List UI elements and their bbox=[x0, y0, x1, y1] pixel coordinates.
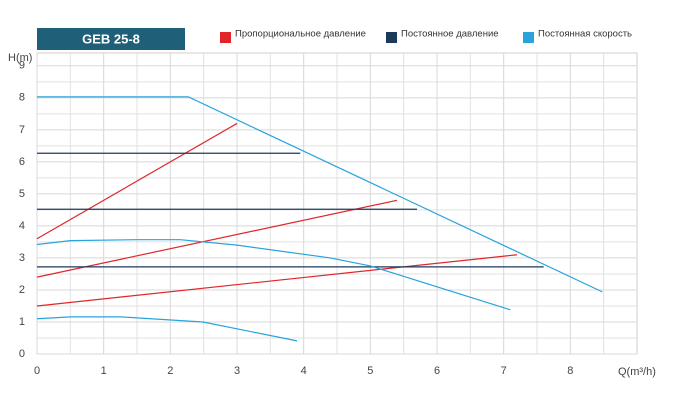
x-tick-label: 7 bbox=[501, 365, 507, 377]
legend-swatch bbox=[523, 32, 534, 43]
y-tick-label: 5 bbox=[19, 188, 25, 200]
y-tick-label: 6 bbox=[19, 156, 25, 168]
legend-label: Постоянное давление bbox=[401, 29, 499, 40]
y-tick-label: 0 bbox=[19, 348, 25, 360]
y-tick-label: 9 bbox=[19, 60, 25, 72]
legend-swatch bbox=[220, 32, 231, 43]
chart-title: GEB 25-8 bbox=[82, 31, 140, 46]
title-box bbox=[37, 28, 185, 50]
curve bbox=[36, 122, 238, 240]
x-tick-label: 2 bbox=[167, 365, 173, 377]
curve bbox=[36, 254, 518, 307]
y-tick-label: 7 bbox=[19, 124, 25, 136]
x-tick-label: 8 bbox=[567, 365, 573, 377]
curve bbox=[36, 199, 398, 278]
y-tick-label: 8 bbox=[19, 92, 25, 104]
x-tick-label: 3 bbox=[234, 365, 240, 377]
x-axis-label: Q(m³/h) bbox=[618, 366, 656, 378]
legend-swatch bbox=[386, 32, 397, 43]
x-tick-label: 5 bbox=[367, 365, 373, 377]
x-tick-label: 0 bbox=[34, 365, 40, 377]
curve bbox=[36, 316, 298, 342]
curve bbox=[37, 96, 603, 293]
y-tick-label: 3 bbox=[19, 252, 25, 264]
y-tick-label: 4 bbox=[19, 220, 25, 232]
legend-label: Пропорциональное давление bbox=[235, 29, 366, 40]
x-tick-label: 1 bbox=[101, 365, 107, 377]
y-tick-label: 2 bbox=[19, 284, 25, 296]
y-axis-label: H(m) bbox=[8, 52, 32, 64]
x-tick-label: 4 bbox=[301, 365, 307, 377]
x-tick-label: 6 bbox=[434, 365, 440, 377]
y-tick-label: 1 bbox=[19, 316, 25, 328]
legend-label: Постоянная скорость bbox=[538, 29, 632, 40]
curve bbox=[36, 239, 511, 311]
